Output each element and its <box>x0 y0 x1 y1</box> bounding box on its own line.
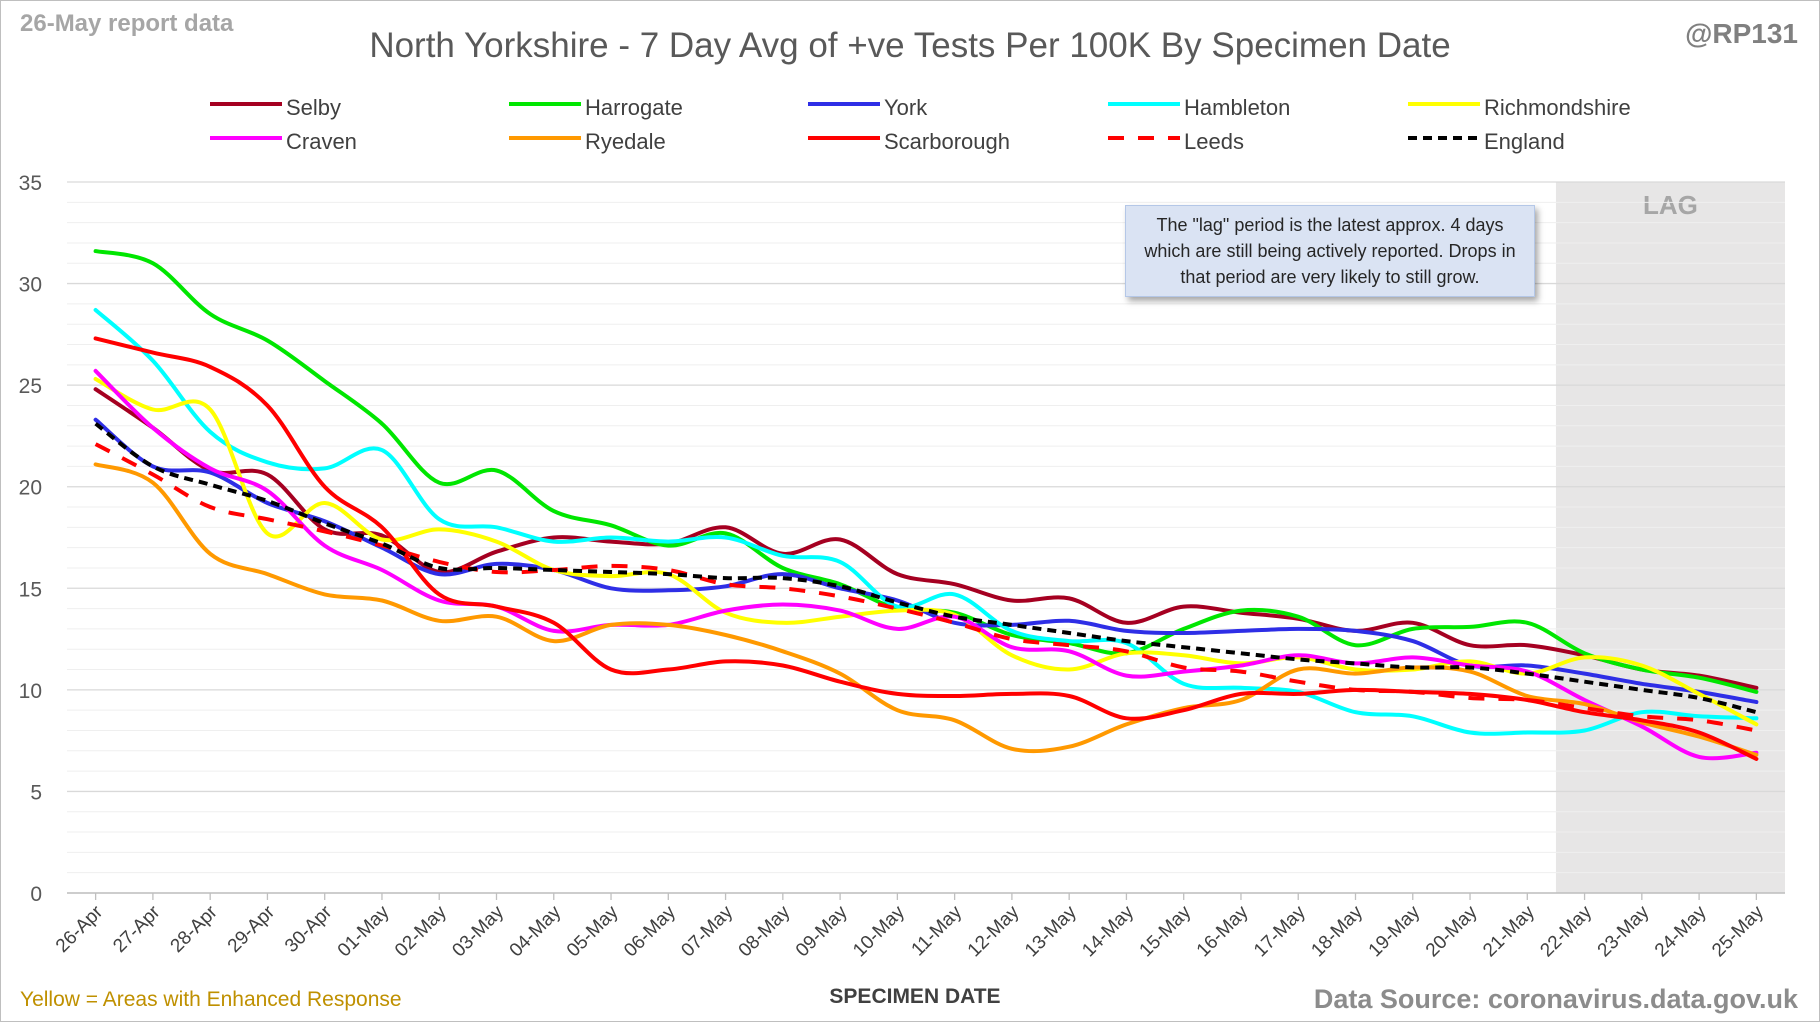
legend-label: Scarborough <box>884 129 1010 154</box>
x-tick-label: 01-May <box>334 901 394 961</box>
lag-note: The "lag" period is the latest approx. 4… <box>1125 205 1535 297</box>
legend-label: Richmondshire <box>1484 95 1631 120</box>
series-line-craven <box>93 368 1759 761</box>
x-tick-label: 19-May <box>1365 901 1425 961</box>
legend-swatch <box>210 136 282 140</box>
y-tick-label: 20 <box>19 477 42 500</box>
x-tick-label: 14-May <box>1078 901 1138 961</box>
series-line-selby <box>93 387 1759 690</box>
x-tick-label: 24-May <box>1651 901 1711 961</box>
legend-label: England <box>1484 129 1565 154</box>
x-tick-label: 05-May <box>563 901 623 961</box>
series-line-ryedale <box>93 462 1759 757</box>
x-tick-label: 21-May <box>1479 901 1539 961</box>
legend-swatch <box>1108 102 1180 106</box>
y-tick-label: 25 <box>19 375 42 398</box>
legend-swatch <box>1408 102 1480 106</box>
x-tick-label: 22-May <box>1536 901 1596 961</box>
x-tick-label: 27-Apr <box>109 901 165 957</box>
x-axis-label: SPECIMEN DATE <box>829 985 1001 1008</box>
legend-swatch <box>1408 136 1480 140</box>
legend-label: Ryedale <box>585 129 666 154</box>
x-tick-label: 20-May <box>1422 901 1482 961</box>
x-tick-label: 18-May <box>1307 901 1367 961</box>
legend-swatch <box>808 102 880 106</box>
legend-swatch <box>1108 136 1180 140</box>
x-tick-label: 09-May <box>792 901 852 961</box>
y-tick-label: 15 <box>19 578 42 601</box>
x-tick-label: 23-May <box>1594 901 1654 961</box>
report-date: 26-May report data <box>20 10 234 37</box>
legend-label: Leeds <box>1184 129 1244 154</box>
series-line-england <box>94 422 1757 715</box>
enhanced-response-note: Yellow = Areas with Enhanced Response <box>20 988 402 1011</box>
legend-label: Selby <box>286 95 342 120</box>
x-tick-label: 04-May <box>506 901 566 961</box>
x-tick-label: 06-May <box>620 901 680 961</box>
x-tick-label: 16-May <box>1193 901 1253 961</box>
chart-title: North Yorkshire - 7 Day Avg of +ve Tests… <box>369 26 1451 65</box>
series-line-scarborough <box>93 336 1759 761</box>
y-tick-label: 35 <box>19 172 42 195</box>
y-tick-label: 10 <box>19 680 42 703</box>
legend-label: York <box>884 95 928 120</box>
x-tick-label: 10-May <box>849 901 909 961</box>
x-tick-label: 28-Apr <box>167 901 223 957</box>
legend-label: Craven <box>286 129 357 154</box>
x-tick-label: 02-May <box>391 901 451 961</box>
x-tick-label: 29-Apr <box>224 901 280 957</box>
x-tick-label: 17-May <box>1250 901 1310 961</box>
y-tick-label: 0 <box>30 883 42 906</box>
x-tick-label: 13-May <box>1021 901 1081 961</box>
x-tick-label: 08-May <box>735 901 795 961</box>
data-source: Data Source: coronavirus.data.gov.uk <box>1313 984 1798 1014</box>
series-line-leeds <box>94 442 1757 733</box>
lag-label: LAG <box>1643 190 1698 220</box>
author-handle: @RP131 <box>1685 18 1798 49</box>
legend-swatch <box>808 136 880 140</box>
x-tick-label: 26-Apr <box>52 901 108 957</box>
y-tick-label: 5 <box>30 781 42 804</box>
legend-swatch <box>509 102 581 106</box>
x-tick-label: 25-May <box>1708 901 1768 961</box>
series-line-richmondshire <box>93 377 1759 727</box>
x-tick-label: 03-May <box>448 901 508 961</box>
x-tick-label: 30-Apr <box>281 901 337 957</box>
x-tick-label: 11-May <box>908 901 967 960</box>
legend-swatch <box>210 102 282 106</box>
series-line-harrogate <box>93 249 1759 694</box>
legend-label: Harrogate <box>585 95 683 120</box>
legend: Selby Harrogate York Hambleton Richmondshire… <box>0 92 1820 164</box>
x-tick-label: 15-May <box>1136 901 1196 961</box>
legend-swatch <box>509 136 581 140</box>
legend-label: Hambleton <box>1184 95 1291 120</box>
y-tick-label: 30 <box>19 274 42 297</box>
x-tick-label: 12-May <box>964 901 1024 961</box>
lag-shading <box>1555 182 1785 893</box>
x-tick-label: 07-May <box>677 901 737 961</box>
